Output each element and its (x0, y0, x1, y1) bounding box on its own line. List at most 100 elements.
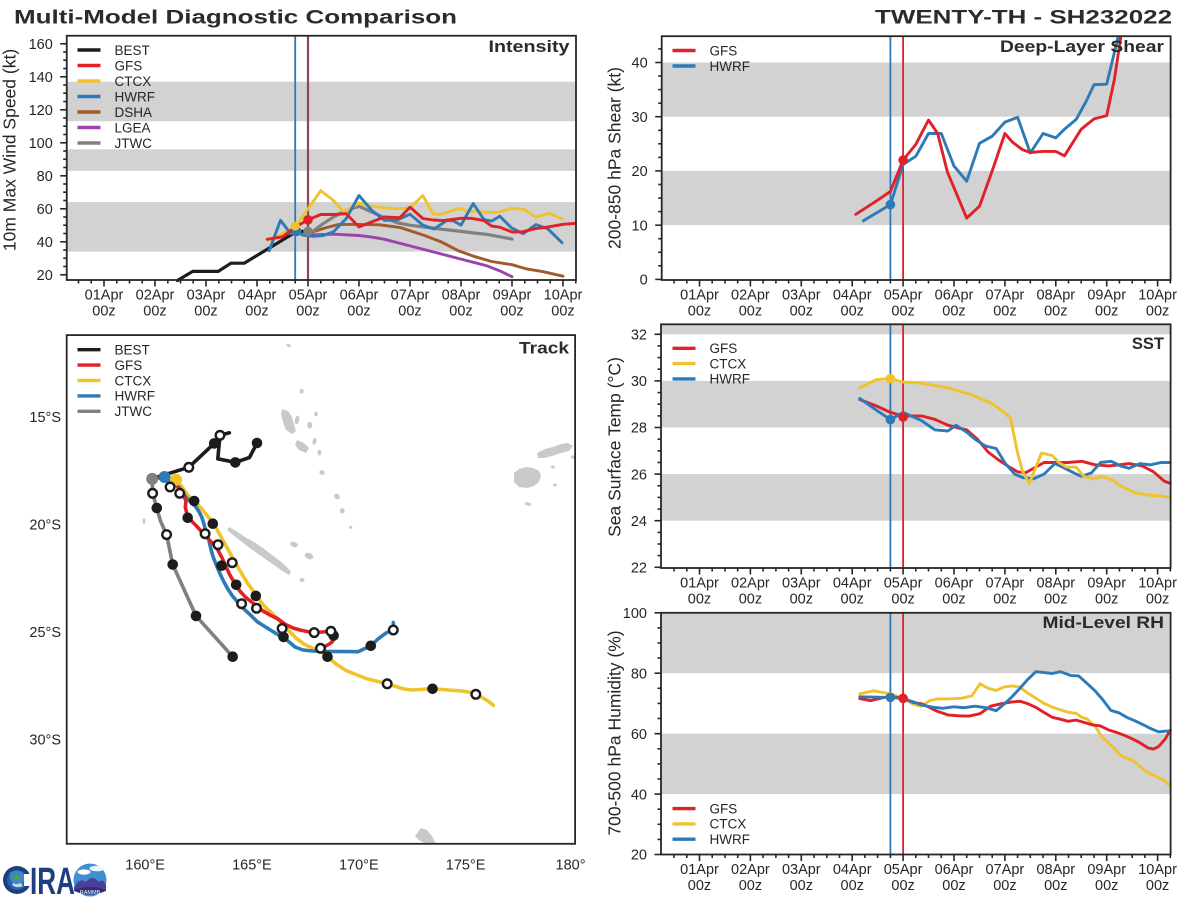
svg-text:00z: 00z (1146, 592, 1169, 608)
svg-text:170°E: 170°E (339, 857, 379, 873)
svg-text:00z: 00z (1095, 592, 1118, 608)
svg-text:HWRF: HWRF (115, 389, 156, 404)
svg-text:JTWC: JTWC (115, 136, 153, 151)
svg-text:24: 24 (631, 514, 647, 530)
svg-text:30: 30 (631, 374, 647, 390)
svg-text:60: 60 (631, 727, 647, 743)
svg-text:700-500 hPa Humidity (%): 700-500 hPa Humidity (%) (605, 630, 625, 835)
svg-text:00z: 00z (1146, 878, 1169, 894)
svg-text:25°S: 25°S (29, 625, 61, 641)
svg-text:00z: 00z (841, 878, 864, 894)
svg-text:CTCX: CTCX (710, 356, 747, 371)
svg-text:CTCX: CTCX (115, 74, 152, 89)
svg-text:120: 120 (29, 103, 53, 119)
svg-text:09Apr: 09Apr (1087, 576, 1126, 592)
svg-text:06Apr: 06Apr (935, 862, 974, 878)
svg-text:05Apr: 05Apr (884, 288, 923, 304)
svg-text:01Apr: 01Apr (85, 288, 124, 304)
svg-text:00z: 00z (841, 304, 864, 320)
svg-text:DSHA: DSHA (115, 105, 153, 120)
svg-text:100: 100 (29, 136, 53, 152)
svg-text:00z: 00z (891, 304, 914, 320)
svg-text:HWRF: HWRF (710, 372, 751, 387)
svg-text:02Apr: 02Apr (731, 288, 770, 304)
svg-text:02Apr: 02Apr (731, 862, 770, 878)
svg-text:CTCX: CTCX (710, 817, 747, 832)
svg-text:GFS: GFS (115, 358, 143, 373)
svg-text:20: 20 (37, 268, 53, 284)
svg-text:00z: 00z (551, 304, 574, 320)
svg-text:04Apr: 04Apr (238, 288, 277, 304)
svg-text:07Apr: 07Apr (986, 862, 1025, 878)
svg-text:03Apr: 03Apr (782, 288, 821, 304)
svg-text:IRA: IRA (30, 861, 75, 900)
svg-text:40: 40 (37, 235, 53, 251)
svg-text:00z: 00z (500, 304, 523, 320)
svg-text:32: 32 (631, 328, 647, 344)
svg-text:200-850 hPa Shear (kt): 200-850 hPa Shear (kt) (605, 67, 625, 249)
svg-text:04Apr: 04Apr (833, 288, 872, 304)
svg-text:Multi-Model Diagnostic Compari: Multi-Model Diagnostic Comparison (14, 8, 457, 29)
svg-text:80: 80 (631, 666, 647, 682)
svg-text:06Apr: 06Apr (935, 576, 974, 592)
svg-text:00z: 00z (891, 878, 914, 894)
svg-text:00z: 00z (942, 878, 965, 894)
svg-text:07Apr: 07Apr (986, 576, 1025, 592)
svg-text:140: 140 (29, 70, 53, 86)
svg-text:02Apr: 02Apr (731, 576, 770, 592)
svg-text:00z: 00z (942, 304, 965, 320)
svg-text:00z: 00z (245, 304, 268, 320)
svg-text:Sea Surface Temp (°C): Sea Surface Temp (°C) (605, 357, 625, 537)
svg-text:40: 40 (631, 787, 647, 803)
svg-text:10Apr: 10Apr (1138, 288, 1177, 304)
svg-text:03Apr: 03Apr (782, 576, 821, 592)
svg-text:03Apr: 03Apr (782, 862, 821, 878)
svg-text:01Apr: 01Apr (680, 288, 719, 304)
svg-text:Deep-Layer Shear: Deep-Layer Shear (1000, 38, 1165, 56)
svg-text:00z: 00z (942, 592, 965, 608)
svg-text:00z: 00z (993, 592, 1016, 608)
svg-text:22: 22 (631, 561, 647, 577)
svg-text:03Apr: 03Apr (187, 288, 226, 304)
svg-text:00z: 00z (993, 304, 1016, 320)
svg-text:09Apr: 09Apr (1087, 288, 1126, 304)
svg-text:00z: 00z (143, 304, 166, 320)
svg-text:06Apr: 06Apr (935, 288, 974, 304)
svg-text:10Apr: 10Apr (1138, 862, 1177, 878)
svg-text:00z: 00z (194, 304, 217, 320)
svg-text:08Apr: 08Apr (1036, 288, 1075, 304)
svg-text:BEST: BEST (115, 343, 150, 358)
svg-text:00z: 00z (449, 304, 472, 320)
svg-text:HWRF: HWRF (710, 832, 751, 847)
svg-text:05Apr: 05Apr (884, 862, 923, 878)
svg-text:175°E: 175°E (446, 857, 486, 873)
svg-text:Mid-Level RH: Mid-Level RH (1043, 614, 1165, 632)
svg-text:160°E: 160°E (125, 857, 165, 873)
svg-text:00z: 00z (790, 878, 813, 894)
svg-text:Track: Track (519, 340, 570, 358)
svg-text:20: 20 (632, 164, 648, 180)
svg-text:09Apr: 09Apr (1087, 862, 1126, 878)
svg-text:00z: 00z (398, 304, 421, 320)
svg-text:04Apr: 04Apr (833, 576, 872, 592)
svg-text:01Apr: 01Apr (680, 862, 719, 878)
svg-text:GFS: GFS (710, 801, 738, 816)
svg-text:10Apr: 10Apr (544, 288, 583, 304)
svg-text:30: 30 (632, 110, 648, 126)
svg-text:07Apr: 07Apr (391, 288, 430, 304)
svg-text:00z: 00z (296, 304, 319, 320)
svg-text:20: 20 (631, 848, 647, 864)
svg-text:RAMMB: RAMMB (80, 890, 101, 896)
svg-text:10Apr: 10Apr (1138, 576, 1177, 592)
svg-text:TWENTY-TH - SH232022: TWENTY-TH - SH232022 (875, 8, 1172, 29)
svg-text:40: 40 (632, 56, 648, 72)
svg-text:HWRF: HWRF (710, 59, 751, 74)
svg-text:165°E: 165°E (232, 857, 272, 873)
svg-text:07Apr: 07Apr (986, 288, 1025, 304)
svg-text:20°S: 20°S (29, 517, 61, 533)
svg-text:28: 28 (631, 421, 647, 437)
svg-text:00z: 00z (688, 592, 711, 608)
svg-text:00z: 00z (790, 592, 813, 608)
svg-text:00z: 00z (1044, 304, 1067, 320)
svg-text:00z: 00z (891, 592, 914, 608)
